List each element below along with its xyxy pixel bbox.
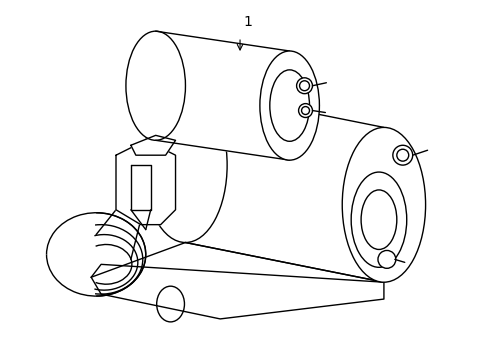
Ellipse shape <box>392 145 412 165</box>
Polygon shape <box>116 145 175 225</box>
Polygon shape <box>185 88 383 282</box>
Polygon shape <box>91 264 383 319</box>
Text: 1: 1 <box>243 15 252 29</box>
Polygon shape <box>155 31 289 160</box>
Ellipse shape <box>296 78 312 94</box>
Polygon shape <box>131 135 175 155</box>
Ellipse shape <box>126 31 185 140</box>
Ellipse shape <box>342 127 425 282</box>
Ellipse shape <box>298 104 312 117</box>
Polygon shape <box>131 165 150 210</box>
Ellipse shape <box>377 251 395 268</box>
Ellipse shape <box>259 51 319 160</box>
Ellipse shape <box>143 88 226 243</box>
